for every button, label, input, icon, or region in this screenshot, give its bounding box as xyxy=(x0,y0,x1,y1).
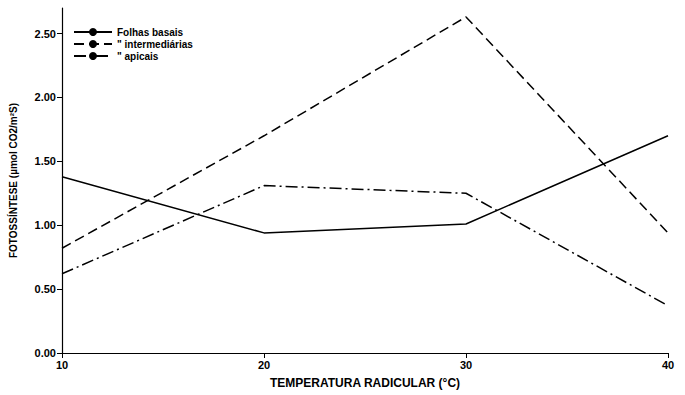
svg-text:Folhas basais: Folhas basais xyxy=(117,27,184,38)
svg-text:2.00: 2.00 xyxy=(35,91,56,103)
svg-text:2.50: 2.50 xyxy=(35,28,56,40)
svg-text:0.00: 0.00 xyxy=(35,347,56,359)
svg-text:" intermediárias: " intermediárias xyxy=(117,39,193,50)
svg-text:20: 20 xyxy=(258,359,270,371)
svg-text:30: 30 xyxy=(460,359,472,371)
svg-text:TEMPERATURA RADICULAR (°C): TEMPERATURA RADICULAR (°C) xyxy=(270,376,460,390)
svg-text:10: 10 xyxy=(56,359,68,371)
svg-text:1.50: 1.50 xyxy=(35,155,56,167)
svg-text:FOTOSSÍNTESE (µmol CO2/m²S): FOTOSSÍNTESE (µmol CO2/m²S) xyxy=(7,103,19,258)
svg-text:0.50: 0.50 xyxy=(35,283,56,295)
svg-text:" apicais: " apicais xyxy=(117,51,159,62)
svg-text:40: 40 xyxy=(662,359,674,371)
svg-text:1.00: 1.00 xyxy=(35,219,56,231)
